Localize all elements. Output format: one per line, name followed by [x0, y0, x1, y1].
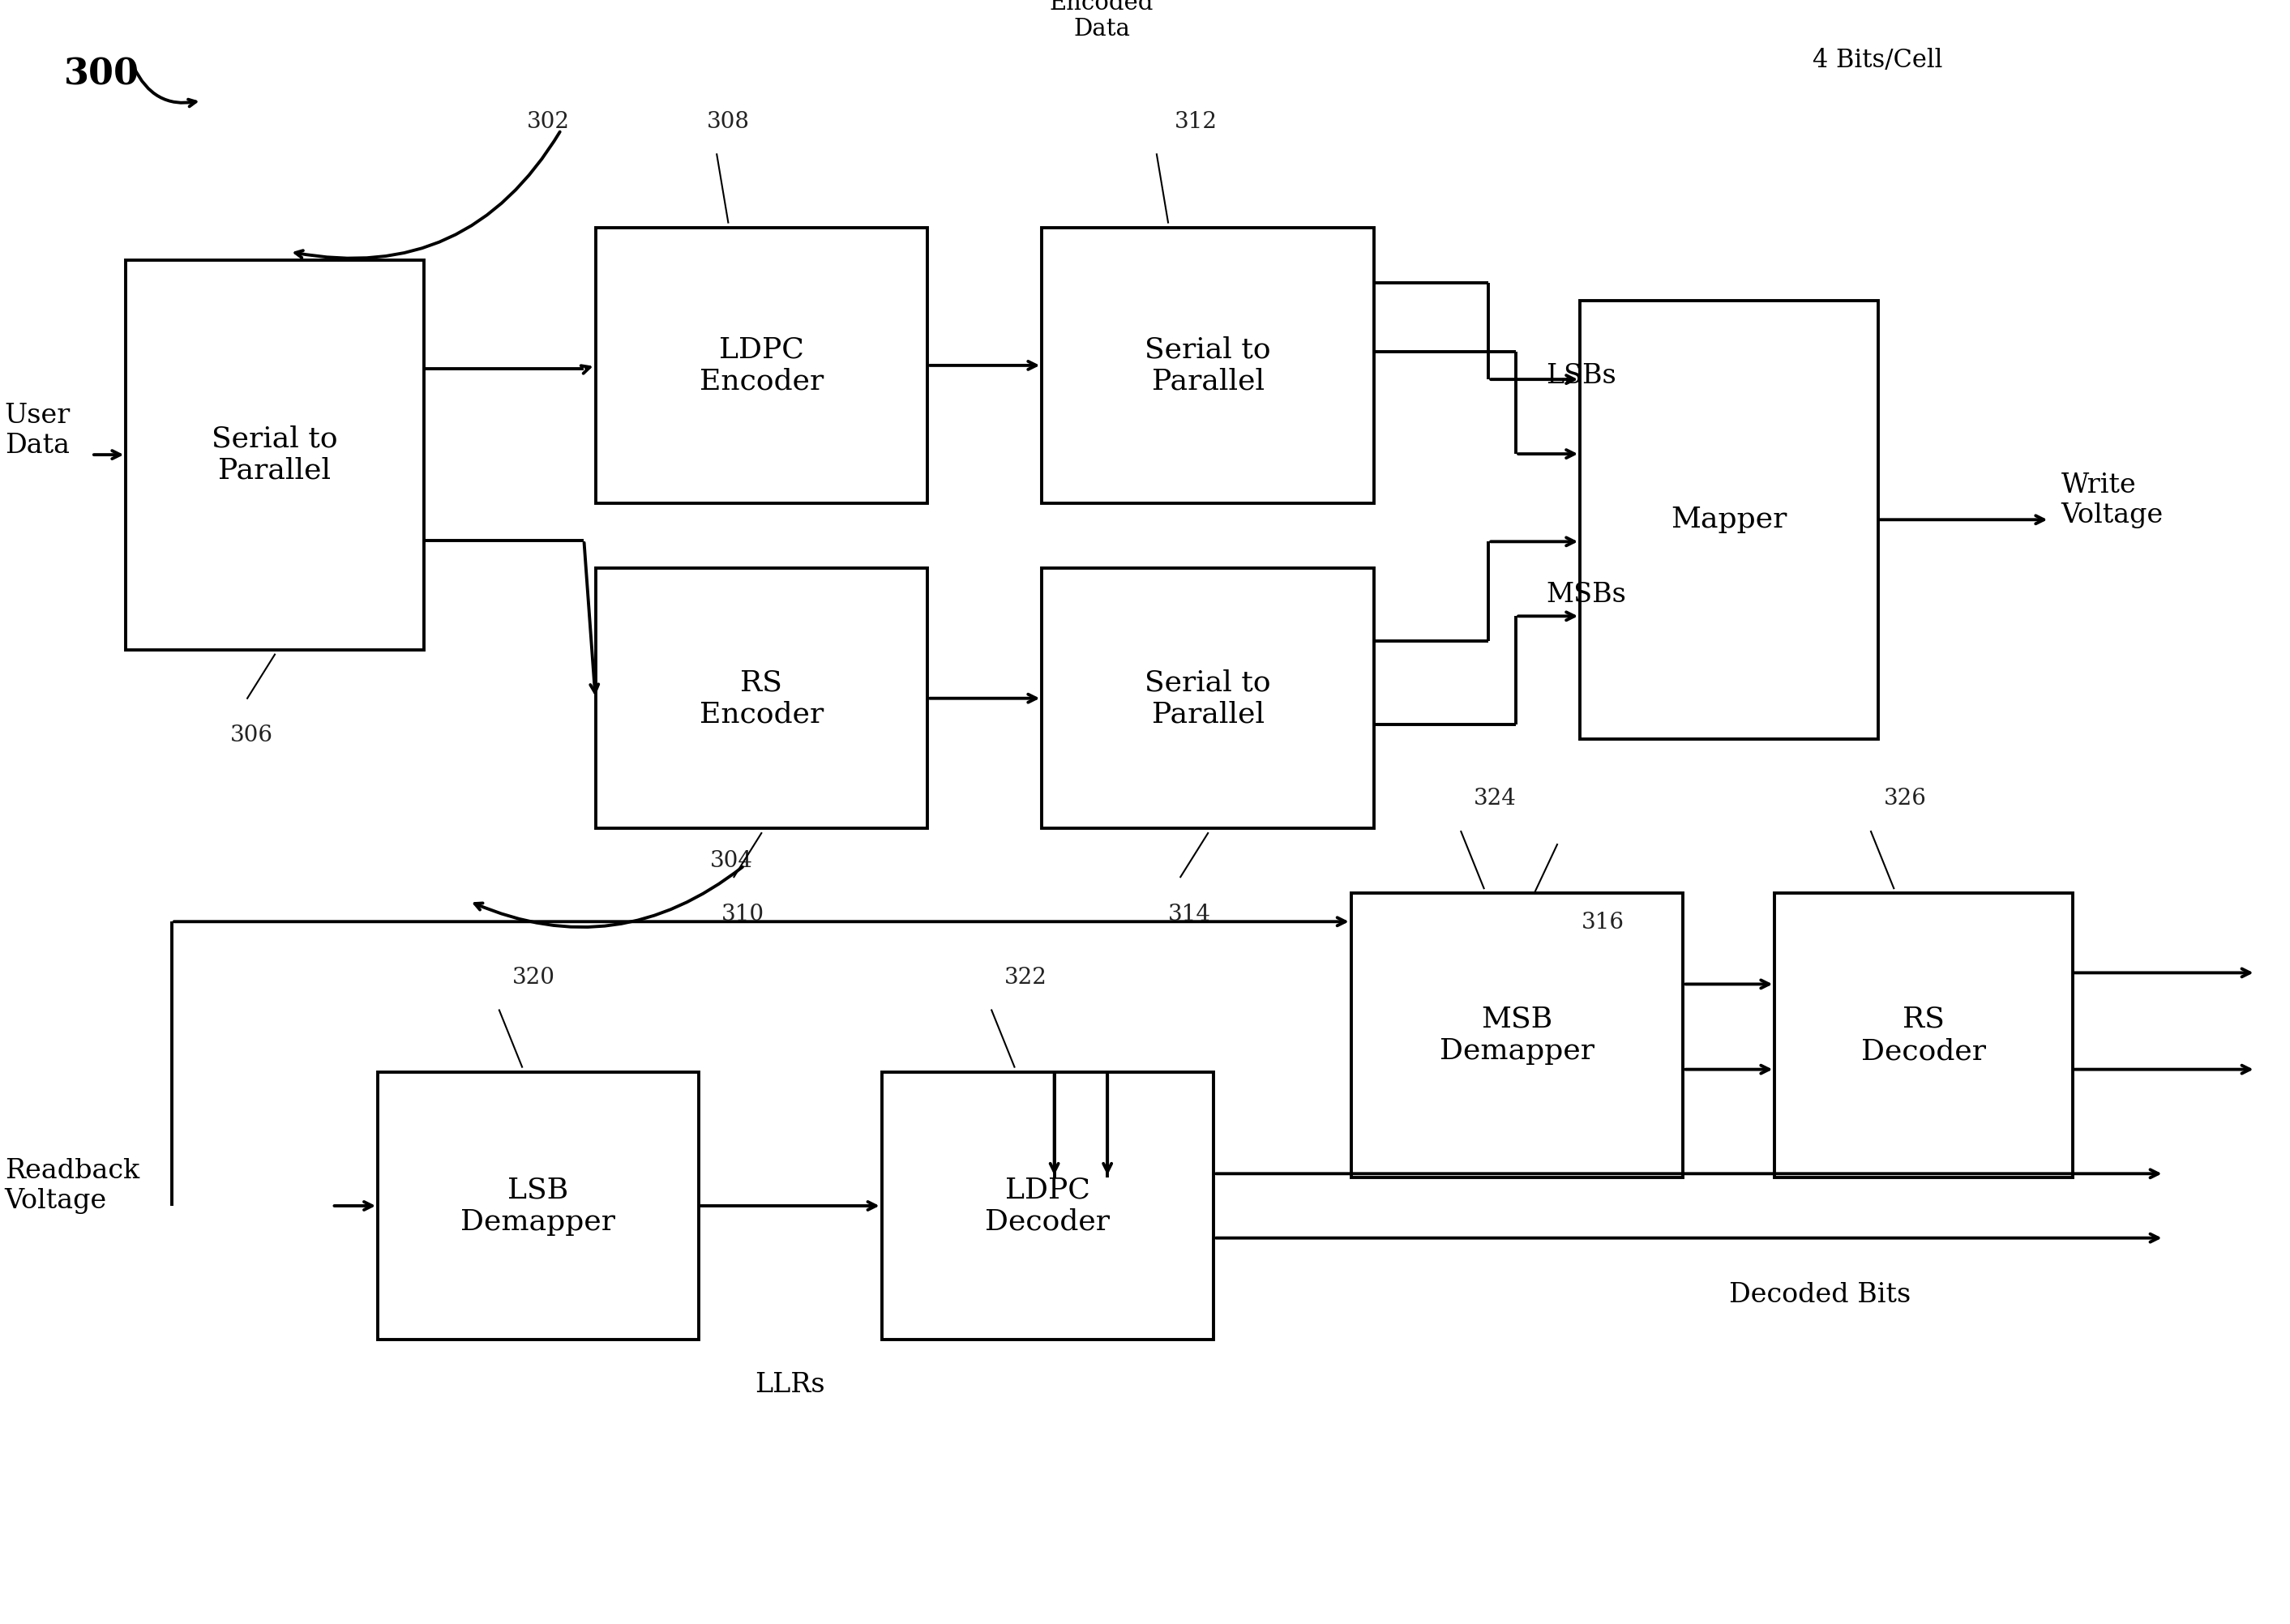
Text: Mapper: Mapper: [1672, 507, 1786, 533]
Text: Encoded
Data: Encoded Data: [1049, 0, 1154, 41]
Bar: [595, 568, 927, 828]
Text: Readback
Voltage: Readback Voltage: [5, 1158, 140, 1215]
Text: Serial to
Parallel: Serial to Parallel: [1145, 669, 1271, 728]
Bar: [1775, 893, 2072, 1177]
Text: 320: 320: [513, 966, 554, 989]
Bar: [595, 227, 927, 503]
Text: MSBs: MSBs: [1546, 581, 1626, 607]
Text: RS
Decoder: RS Decoder: [1862, 1005, 1985, 1065]
Text: LDPC
Decoder: LDPC Decoder: [985, 1176, 1111, 1236]
Text: Serial to
Parallel: Serial to Parallel: [1145, 336, 1271, 395]
Text: LSB
Demapper: LSB Demapper: [460, 1176, 616, 1236]
Text: RS
Encoder: RS Encoder: [698, 669, 824, 728]
Text: 302: 302: [527, 110, 570, 133]
Text: Serial to
Parallel: Serial to Parallel: [211, 425, 339, 484]
Text: 322: 322: [1005, 966, 1047, 989]
Text: 300: 300: [64, 57, 140, 91]
Bar: [882, 1072, 1214, 1340]
Text: 310: 310: [721, 903, 765, 926]
Text: Decoded Bits: Decoded Bits: [1729, 1281, 1910, 1307]
Bar: [1580, 300, 1878, 739]
Text: 326: 326: [1885, 788, 1926, 810]
Bar: [1042, 568, 1374, 828]
Text: LLRs: LLRs: [756, 1372, 824, 1398]
Text: 4 Bits/Cell: 4 Bits/Cell: [1814, 49, 1942, 73]
Text: MSB
Demapper: MSB Demapper: [1440, 1005, 1594, 1065]
Text: 314: 314: [1168, 903, 1211, 926]
Bar: [126, 260, 424, 650]
Bar: [1351, 893, 1683, 1177]
Text: LDPC
Encoder: LDPC Encoder: [698, 336, 824, 395]
Text: 308: 308: [708, 110, 749, 133]
Text: Write
Voltage: Write Voltage: [2061, 473, 2164, 528]
Text: 312: 312: [1175, 110, 1216, 133]
Text: 306: 306: [231, 724, 273, 747]
Bar: [1042, 227, 1374, 503]
Bar: [378, 1072, 698, 1340]
Text: 324: 324: [1475, 788, 1516, 810]
Text: 316: 316: [1582, 911, 1624, 934]
Text: 304: 304: [710, 849, 753, 872]
Text: User
Data: User Data: [5, 403, 71, 458]
Text: LSBs: LSBs: [1546, 364, 1617, 390]
